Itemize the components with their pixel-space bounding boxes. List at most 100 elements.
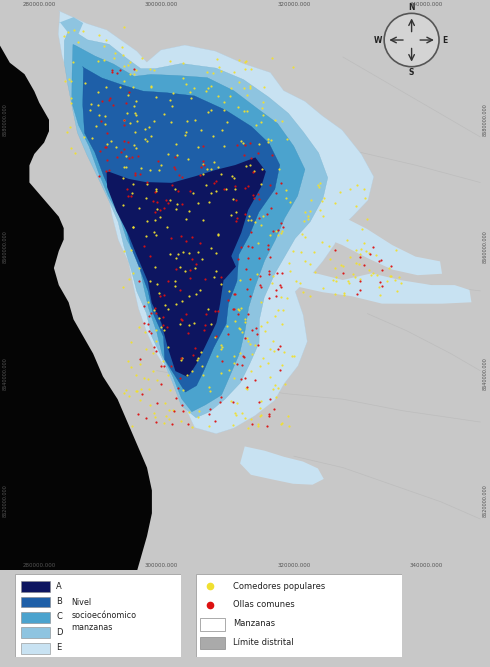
Point (234, 254, 242, 265)
Bar (22, 628, 49, 638)
Polygon shape (72, 45, 305, 412)
Point (277, 217, 285, 228)
Point (283, 133, 291, 144)
Point (172, 281, 179, 291)
Point (133, 115, 141, 126)
Point (269, 270, 277, 281)
Point (211, 416, 219, 426)
Point (121, 162, 128, 173)
Point (289, 245, 297, 256)
Point (96, 145, 103, 156)
Point (166, 95, 173, 105)
Point (80, 132, 88, 143)
Point (125, 153, 133, 163)
Point (157, 159, 165, 170)
Text: S: S (409, 68, 414, 77)
Point (250, 166, 258, 177)
Point (132, 109, 140, 120)
Point (207, 163, 215, 174)
Point (240, 83, 247, 93)
Point (249, 189, 257, 200)
Point (224, 329, 232, 340)
Text: Límite distrital: Límite distrital (233, 638, 294, 647)
Point (268, 203, 275, 213)
Point (130, 140, 138, 151)
Point (274, 224, 282, 235)
Point (220, 97, 228, 107)
Point (267, 230, 274, 241)
Point (253, 269, 261, 279)
Polygon shape (64, 27, 328, 418)
Point (136, 169, 144, 179)
Point (120, 21, 128, 32)
Point (316, 177, 323, 188)
Point (106, 92, 114, 103)
Point (176, 372, 184, 383)
Point (353, 288, 361, 299)
Point (145, 122, 153, 133)
Point (242, 139, 249, 150)
Point (235, 55, 243, 65)
Point (113, 68, 121, 79)
Point (170, 162, 178, 173)
Point (264, 244, 272, 255)
Point (304, 214, 312, 225)
FancyBboxPatch shape (196, 574, 402, 657)
Point (274, 344, 282, 354)
Point (169, 404, 176, 415)
Point (368, 269, 375, 280)
Point (121, 61, 128, 71)
Point (247, 366, 255, 376)
Point (254, 340, 262, 350)
Point (179, 406, 187, 417)
Polygon shape (0, 0, 152, 570)
Point (132, 386, 140, 397)
Point (243, 333, 251, 344)
Point (265, 265, 272, 276)
Point (205, 197, 213, 207)
Polygon shape (107, 157, 266, 377)
Point (157, 321, 165, 332)
Point (225, 285, 233, 296)
Point (157, 378, 165, 389)
Point (186, 86, 194, 97)
Point (271, 114, 279, 125)
Point (255, 213, 263, 223)
Point (213, 247, 220, 258)
Point (124, 190, 132, 201)
Point (239, 351, 247, 362)
Point (253, 328, 261, 339)
Text: 8660000.000: 8660000.000 (483, 230, 488, 263)
Point (272, 225, 280, 236)
Point (353, 245, 361, 255)
Point (230, 351, 238, 362)
Point (178, 295, 186, 306)
Point (377, 255, 385, 265)
Point (151, 215, 159, 225)
Point (191, 115, 199, 125)
Point (205, 420, 213, 431)
Polygon shape (82, 67, 280, 392)
Point (292, 275, 300, 286)
Point (329, 274, 337, 285)
Point (189, 350, 196, 360)
Point (276, 364, 284, 375)
Point (132, 96, 140, 107)
Point (368, 242, 376, 253)
Point (234, 102, 242, 113)
Point (319, 283, 327, 293)
Point (356, 273, 364, 284)
Point (149, 407, 157, 418)
Point (296, 277, 304, 288)
Point (247, 215, 255, 225)
Point (267, 344, 274, 355)
Point (169, 419, 176, 430)
Point (304, 211, 312, 222)
Point (230, 358, 238, 368)
Point (194, 141, 201, 152)
Point (257, 117, 265, 127)
Point (266, 179, 274, 190)
Point (183, 116, 191, 127)
Point (360, 184, 368, 195)
Point (131, 127, 139, 137)
